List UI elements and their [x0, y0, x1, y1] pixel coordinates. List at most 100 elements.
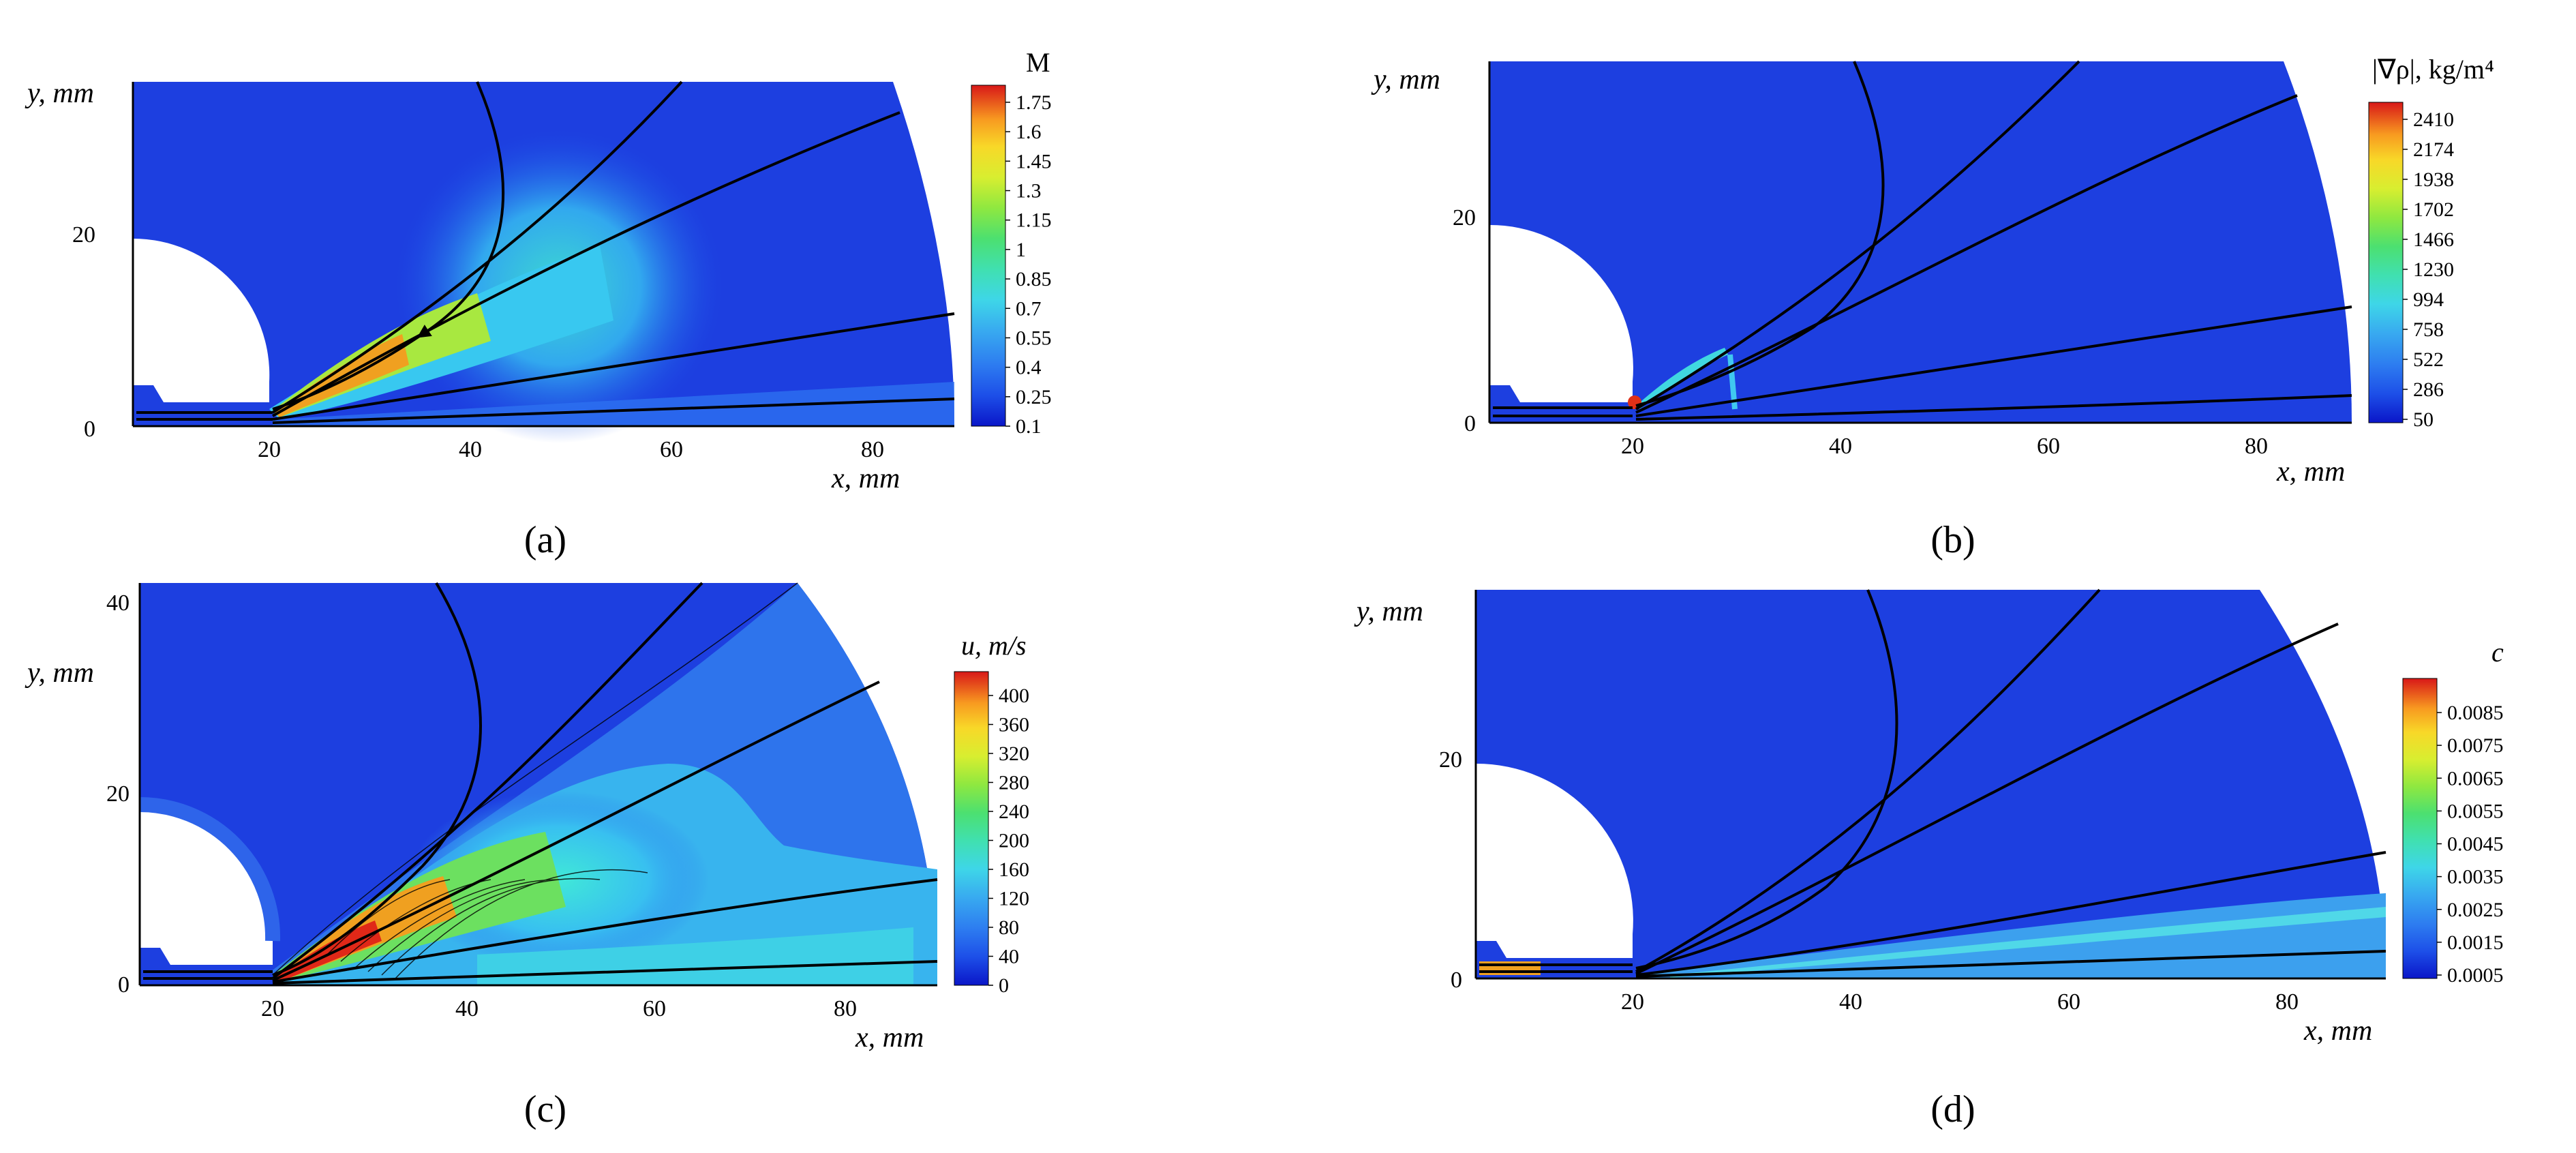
- panel-c-ylabel: y, mm: [25, 657, 94, 689]
- panel-a-xtick-2: 60: [660, 437, 683, 462]
- panel-d-flow-domain: [1476, 590, 2386, 978]
- panel-d-xtick-0: 20: [1621, 989, 1644, 1015]
- colorbar-tick-label: 40: [999, 946, 1019, 968]
- colorbar-tick-label: 522: [2413, 348, 2444, 371]
- panel-d-sphere: [1476, 763, 1633, 978]
- panel-b-axes: [1488, 61, 2352, 424]
- panel-a-xtick-1: 40: [459, 437, 482, 462]
- colorbar-tick-label: 400: [999, 685, 1029, 707]
- panel-c-caption: (c): [524, 1088, 566, 1130]
- panel-b-xtick-1: 40: [1829, 434, 1852, 459]
- panel-a-lower-band: [273, 382, 954, 426]
- panel-c-ytick-2: 40: [106, 590, 130, 616]
- panel-d-colorbar-ticks: 0.0085 0.0075 0.0065 0.0055 0.0045 0.0035 0.00…: [2437, 702, 2504, 987]
- colorbar-tick-label: 0.1: [1016, 415, 1042, 438]
- panel-c-contour-lines: [272, 582, 798, 979]
- panel-d-xtick-1: 40: [1839, 989, 1862, 1015]
- colorbar-tick-label: 1.75: [1016, 91, 1052, 114]
- panel-d-colorbar-title: c: [2491, 637, 2504, 668]
- panel-c-xtick-2: 60: [643, 996, 666, 1021]
- panel-a-colorbar-title: M: [1026, 47, 1050, 78]
- panel-b-xlabel: x, mm: [2276, 456, 2345, 488]
- colorbar-tick-label: 0.55: [1016, 327, 1052, 349]
- panel-c-xtick-3: 80: [834, 996, 857, 1021]
- panel-b-ytick-1: 20: [1453, 205, 1476, 230]
- colorbar-tick-label: 1: [1016, 239, 1026, 261]
- panel-c-axes: [138, 583, 937, 987]
- colorbar-tick-label: 0.0055: [2447, 800, 2504, 822]
- colorbar-tick-label: 200: [999, 830, 1029, 852]
- colorbar-tick-label: 320: [999, 743, 1029, 765]
- colorbar-tick-label: 1938: [2413, 168, 2454, 191]
- colorbar-tick-label: 1.15: [1016, 209, 1052, 232]
- panel-c-xtick-0: 20: [261, 996, 284, 1021]
- colorbar-tick-label: 1230: [2413, 258, 2454, 281]
- colorbar-tick-label: 360: [999, 714, 1029, 736]
- panel-b-streamlines: [1493, 60, 2352, 421]
- colorbar-tick-label: 0.85: [1016, 268, 1052, 290]
- panel-d-colorbar: [2402, 678, 2438, 979]
- colorbar-tick-label: 286: [2413, 378, 2444, 401]
- panel-b-colorbar-title: |∇ρ|, kg/m⁴: [2372, 54, 2494, 85]
- panel-a-xtick-0: 20: [258, 437, 281, 462]
- panel-c-xlabel: x, mm: [855, 1022, 924, 1053]
- colorbar-tick-label: 1.6: [1016, 121, 1042, 143]
- colorbar-tick-label: 1.3: [1016, 180, 1042, 203]
- panel-a-ytick-1: 20: [72, 222, 95, 248]
- panel-d: 0 20 20 40 60 80 y, mm x, mm c 0.00850.0…: [1354, 588, 2504, 1130]
- panel-c-colorbar: [954, 671, 989, 986]
- panel-d-ytick-0: 0: [1451, 968, 1462, 993]
- colorbar-tick-label: 758: [2413, 318, 2444, 341]
- panel-c: 0 20 40 20 40 60 80 y, mm x, mm u, m/s 4…: [25, 582, 1029, 1130]
- panel-c-colorbar-title: u, m/s: [961, 630, 1027, 661]
- colorbar-tick-label: 0.0065: [2447, 767, 2504, 790]
- panel-c-sphere-halo: [139, 797, 281, 942]
- colorbar-tick-label: 0.0085: [2447, 702, 2504, 724]
- panel-b-xtick-2: 60: [2037, 434, 2060, 459]
- colorbar-tick-label: 0: [999, 974, 1009, 997]
- panel-b-xtick-3: 80: [2245, 434, 2268, 459]
- panel-a-streamlines: [136, 80, 955, 424]
- colorbar-tick-label: 0.0015: [2447, 931, 2504, 954]
- colorbar-tick-label: 80: [999, 916, 1019, 939]
- colorbar-tick-label: 240: [999, 800, 1029, 823]
- panel-c-ytick-0: 0: [118, 972, 130, 998]
- panel-b-ylabel: y, mm: [1371, 64, 1440, 95]
- colorbar-tick-label: 0.0075: [2447, 734, 2504, 757]
- colorbar-tick-label: 1466: [2413, 228, 2454, 251]
- colorbar-tick-label: 0.7: [1016, 297, 1042, 320]
- colorbar-tick-label: 50: [2413, 408, 2434, 431]
- panel-d-ytick-1: 20: [1439, 747, 1462, 773]
- panel-a-xlabel: x, mm: [831, 463, 900, 494]
- panel-d-streamlines: [1479, 588, 2386, 978]
- panel-b-sphere: [1489, 224, 1633, 423]
- panel-a-sphere: [133, 238, 270, 426]
- panel-d-caption: (d): [1930, 1088, 1975, 1130]
- panel-a-ytick-0: 0: [84, 417, 95, 442]
- panel-a-colorbar: [971, 85, 1006, 427]
- colorbar-tick-label: 1702: [2413, 198, 2454, 221]
- panel-b-caption: (b): [1930, 519, 1975, 561]
- panel-a: 0 20 20 40 60 80 y, mm x, mm M 1.75 1.6 1.…: [25, 47, 1052, 561]
- panel-d-ylabel: y, mm: [1354, 596, 1423, 627]
- panel-a-xtick-3: 80: [861, 437, 884, 462]
- panel-b-ytick-0: 0: [1464, 411, 1476, 436]
- colorbar-tick-label: 0.0045: [2447, 833, 2504, 856]
- colorbar-tick-label: 0.0035: [2447, 866, 2504, 888]
- panel-b-nozzle: [1489, 385, 1633, 423]
- panel-c-lower-band: [477, 927, 913, 985]
- panel-a-nozzle: [133, 385, 269, 426]
- panel-d-axes: [1474, 590, 2386, 980]
- panel-c-xtick-1: 40: [455, 996, 479, 1021]
- panel-a-ylabel: y, mm: [25, 78, 94, 109]
- colorbar-tick-label: 994: [2413, 288, 2444, 311]
- colorbar-tick-label: 2174: [2413, 138, 2454, 161]
- colorbar-tick-label: 1.45: [1016, 150, 1052, 173]
- panel-a-colorbar-ticks: 1.75 1.6 1.45 1.3 1.15 1 0.85 0.7 0.55 0.4 0.25 0.1: [1005, 91, 1052, 438]
- colorbar-tick-label: 120: [999, 888, 1029, 910]
- panel-a-axes: [132, 82, 954, 428]
- colorbar-tick-label: 160: [999, 858, 1029, 881]
